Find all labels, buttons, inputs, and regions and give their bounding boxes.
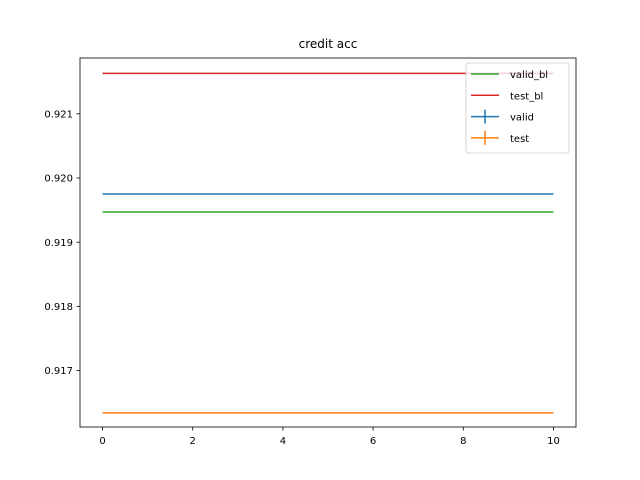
legend-entry-test-bl: test_bl [471,91,543,102]
legend-label: test_bl [510,91,543,102]
chart-title: credit acc [299,37,358,51]
x-tick-label: 2 [190,436,196,447]
y-tick-label: 0.920 [44,174,73,185]
legend-entry-valid: valid [471,109,534,124]
x-tick-label: 10 [547,436,560,447]
x-tick-label: 8 [460,436,466,447]
y-tick-label: 0.921 [44,109,73,120]
y-tick-label: 0.917 [44,366,73,377]
x-tick-label: 6 [370,436,376,447]
legend-label: valid [510,113,534,124]
legend-label: test [510,134,529,145]
legend-label: valid_bl [510,70,548,81]
y-tick-label: 0.918 [44,302,73,313]
legend-box [465,62,570,154]
x-tick-label: 4 [280,436,286,447]
plot-area [102,72,554,414]
legend-entry-test: test [471,130,529,145]
axes: 0 2 4 6 8 10 0.917 0.918 0.919 0.920 0.921 [44,57,577,447]
legend-entry-valid-bl: valid_bl [471,70,548,81]
y-tick-label: 0.919 [44,238,73,249]
x-tick-label: 0 [99,436,105,447]
